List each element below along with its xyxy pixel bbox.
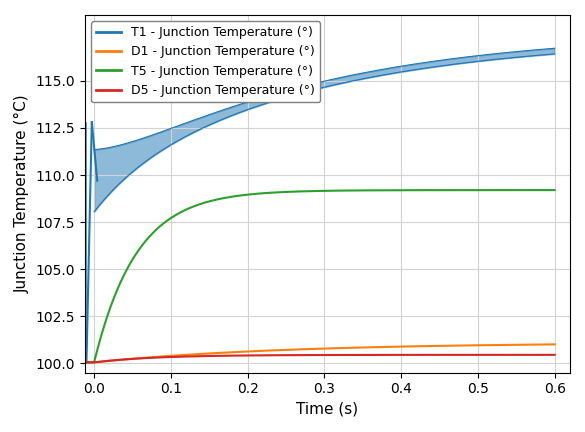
X-axis label: Time (s): Time (s): [297, 402, 359, 417]
Legend: T1 - Junction Temperature (°), D1 - Junction Temperature (°), T5 - Junction Temp: T1 - Junction Temperature (°), D1 - Junc…: [91, 21, 320, 102]
Y-axis label: Junction Temperature (°C): Junction Temperature (°C): [15, 95, 30, 293]
